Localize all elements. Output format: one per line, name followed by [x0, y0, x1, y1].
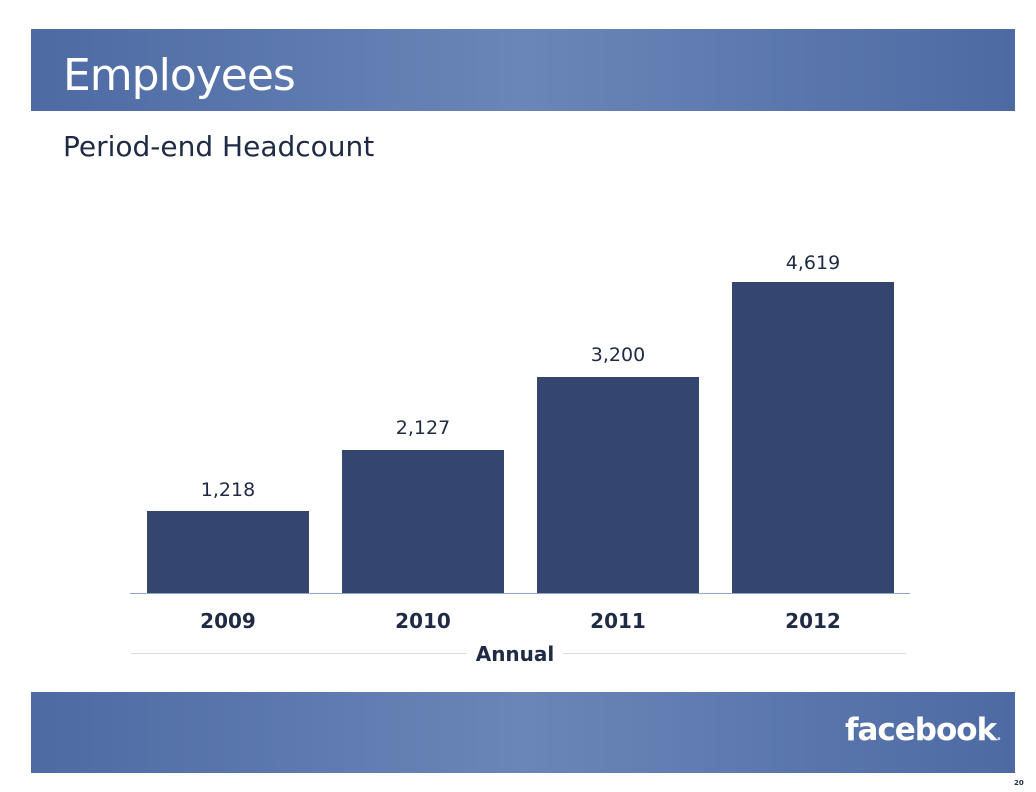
- slide-title: Employees: [63, 50, 296, 101]
- category-label-2010: 2010: [395, 609, 451, 633]
- annual-divider-right: [563, 653, 906, 654]
- chart-subtitle: Period-end Headcount: [63, 130, 375, 163]
- value-label-2012: 4,619: [785, 252, 841, 274]
- footer-banner: [31, 692, 1015, 773]
- value-label-2009: 1,218: [200, 479, 256, 501]
- category-label-2012: 2012: [785, 609, 841, 633]
- bar-2012: [732, 282, 894, 593]
- value-label-2011: 3,200: [590, 344, 646, 366]
- bar-2009: [147, 511, 309, 593]
- x-axis-line: [130, 593, 910, 594]
- logo-text: facebook: [845, 712, 997, 748]
- title-banner: [31, 29, 1015, 111]
- x-axis-title: Annual: [475, 642, 555, 666]
- annual-divider-left: [131, 653, 467, 654]
- bar-2011: [537, 377, 699, 593]
- logo-dot-icon: .: [996, 728, 1001, 744]
- category-label-2011: 2011: [590, 609, 646, 633]
- value-label-2010: 2,127: [395, 417, 451, 439]
- category-label-2009: 2009: [200, 609, 256, 633]
- page-number: 20: [1014, 779, 1024, 787]
- bar-2010: [342, 450, 504, 593]
- facebook-logo: facebook.: [845, 712, 1002, 748]
